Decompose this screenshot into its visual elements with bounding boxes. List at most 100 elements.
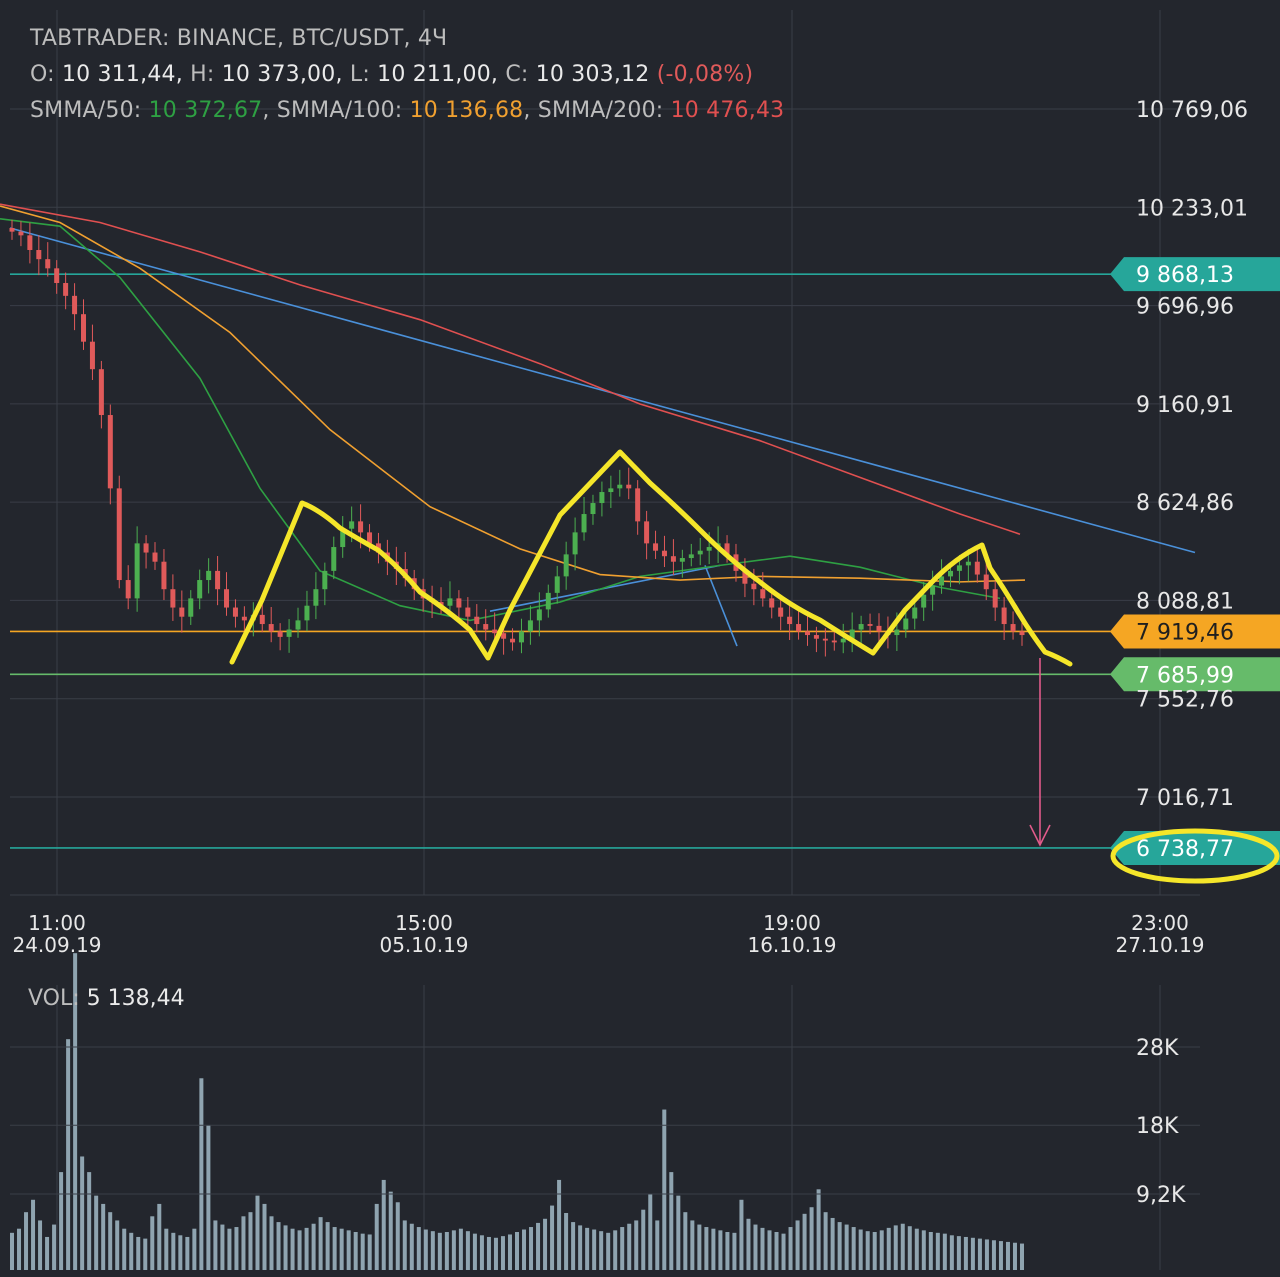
volume-bar-78 <box>557 1179 562 1270</box>
candle-body-56 <box>510 638 516 643</box>
volume-bar-93 <box>662 1109 667 1270</box>
candle-body-38 <box>349 521 355 529</box>
volume-bar-136 <box>963 1236 968 1270</box>
time-tick-time-0: 11:00 <box>28 911 86 935</box>
volume-bar-64 <box>458 1228 463 1270</box>
target-arrow-head <box>1029 824 1051 847</box>
volume-bar-142 <box>1005 1241 1010 1270</box>
high-label: H: <box>190 62 215 87</box>
volume-bar-144 <box>1020 1243 1024 1270</box>
volume-bar-57 <box>409 1223 414 1270</box>
volume-bar-82 <box>585 1227 590 1270</box>
candle-body-96 <box>867 624 873 626</box>
volume-bar-15 <box>115 1220 120 1270</box>
volume-bar-45 <box>325 1222 330 1270</box>
smma200-value: 10 476,43 <box>670 98 785 123</box>
smma-series-1 <box>0 205 1026 583</box>
volume-bar-21 <box>157 1203 162 1270</box>
candle-body-92 <box>831 640 837 643</box>
candle-body-91 <box>822 638 828 641</box>
candle-body-30 <box>277 631 283 637</box>
trendlines <box>9 227 1196 647</box>
volume-bar-42 <box>304 1227 309 1270</box>
candle-body-7 <box>72 295 78 315</box>
candle-body-12 <box>116 488 122 581</box>
candle-body-61 <box>554 576 560 593</box>
volume-bar-83 <box>592 1229 597 1270</box>
volume-bar-66 <box>472 1233 477 1270</box>
candle-body-11 <box>107 415 113 489</box>
volume-bar-118 <box>837 1222 842 1270</box>
vol-tick-label-1: 18K <box>1136 1114 1179 1139</box>
candle-body-15 <box>143 543 149 553</box>
close-label: C: <box>505 62 529 87</box>
time-tick-date-3: 27.10.19 <box>1115 933 1204 957</box>
candle-body-39 <box>358 521 364 533</box>
candle-body-110 <box>992 589 998 608</box>
volume-bar-88 <box>627 1223 632 1270</box>
candle-body-53 <box>483 624 489 630</box>
source-text: TABTRADER: BINANCE, BTC/USDT, 4Ч <box>30 26 448 51</box>
volume-bar-18 <box>136 1236 141 1270</box>
volume-bar-113 <box>802 1213 807 1270</box>
candle-body-26 <box>241 616 247 621</box>
volume-bar-44 <box>318 1217 323 1270</box>
price-tick-label-4: 8 624,86 <box>1136 491 1234 516</box>
candle-body-49 <box>447 598 453 606</box>
volume-bar-137 <box>970 1237 975 1270</box>
candle-body-55 <box>501 633 507 639</box>
volume-bar-61 <box>437 1232 442 1270</box>
price-levels: 9 868,13 7 919,46 7 685,99 6 738,77 <box>10 257 1280 865</box>
candle-body-75 <box>679 558 685 562</box>
volume-bar-112 <box>795 1220 800 1270</box>
volume-bar-40 <box>290 1228 295 1270</box>
target-highlight-ellipse <box>1110 828 1280 884</box>
volume-bar-130 <box>921 1230 926 1270</box>
volume-bar-132 <box>935 1232 940 1270</box>
smma-series-2 <box>0 203 1021 535</box>
candle-body-85 <box>769 598 775 608</box>
price-tick-label-2: 9 696,96 <box>1136 295 1234 320</box>
volume-bar-10 <box>80 1156 85 1270</box>
candle-body-35 <box>322 570 328 590</box>
candle-body-109 <box>983 574 989 590</box>
smma50-value: 10 372,67 <box>148 98 263 123</box>
volume-bar-2 <box>24 1212 29 1270</box>
smma100-label: SMMA/100: <box>276 98 403 123</box>
candle-body-84 <box>760 589 766 599</box>
candle-body-65 <box>590 503 596 515</box>
volume-bar-17 <box>129 1232 134 1270</box>
candle-body-8 <box>81 314 87 342</box>
price-tick-label-6: 7 552,76 <box>1136 688 1234 713</box>
candle-body-80 <box>724 543 730 555</box>
candle-body-0 <box>9 228 15 232</box>
volume-bar-117 <box>830 1217 835 1270</box>
candle-body-58 <box>527 620 533 632</box>
volume-bar-91 <box>648 1194 653 1270</box>
volume-bar-63 <box>451 1230 456 1270</box>
candle-body-1 <box>18 231 24 236</box>
volume-bar-0 <box>10 1232 14 1270</box>
candle-body-111 <box>1001 607 1007 625</box>
volume-bar-29 <box>213 1220 218 1270</box>
volume-bar-28 <box>206 1125 211 1270</box>
time-tick-time-2: 19:00 <box>763 911 821 935</box>
volume-bar-143 <box>1012 1242 1017 1270</box>
volume-bar-69 <box>493 1237 498 1270</box>
smma50-label: SMMA/50: <box>30 98 142 123</box>
volume-axis: 28K 18K 9,2K <box>10 1036 1200 1208</box>
annotation-layer <box>229 449 1280 884</box>
candle-body-25 <box>232 607 238 617</box>
price-level-badge-2 <box>1110 657 1280 692</box>
volume-label: VOL: <box>28 986 80 1011</box>
candle-body-86 <box>778 607 784 617</box>
candle-body-105 <box>947 570 953 577</box>
price-axis: 10 769,06 10 233,01 9 696,96 9 160,91 8 624,… <box>1136 98 1248 811</box>
candle-body-33 <box>304 605 310 621</box>
candle-body-94 <box>849 629 855 639</box>
volume-bar-25 <box>185 1236 190 1270</box>
volume-bar-9 <box>73 953 78 1270</box>
candle-body-59 <box>536 609 542 621</box>
candle-body-5 <box>54 268 60 284</box>
